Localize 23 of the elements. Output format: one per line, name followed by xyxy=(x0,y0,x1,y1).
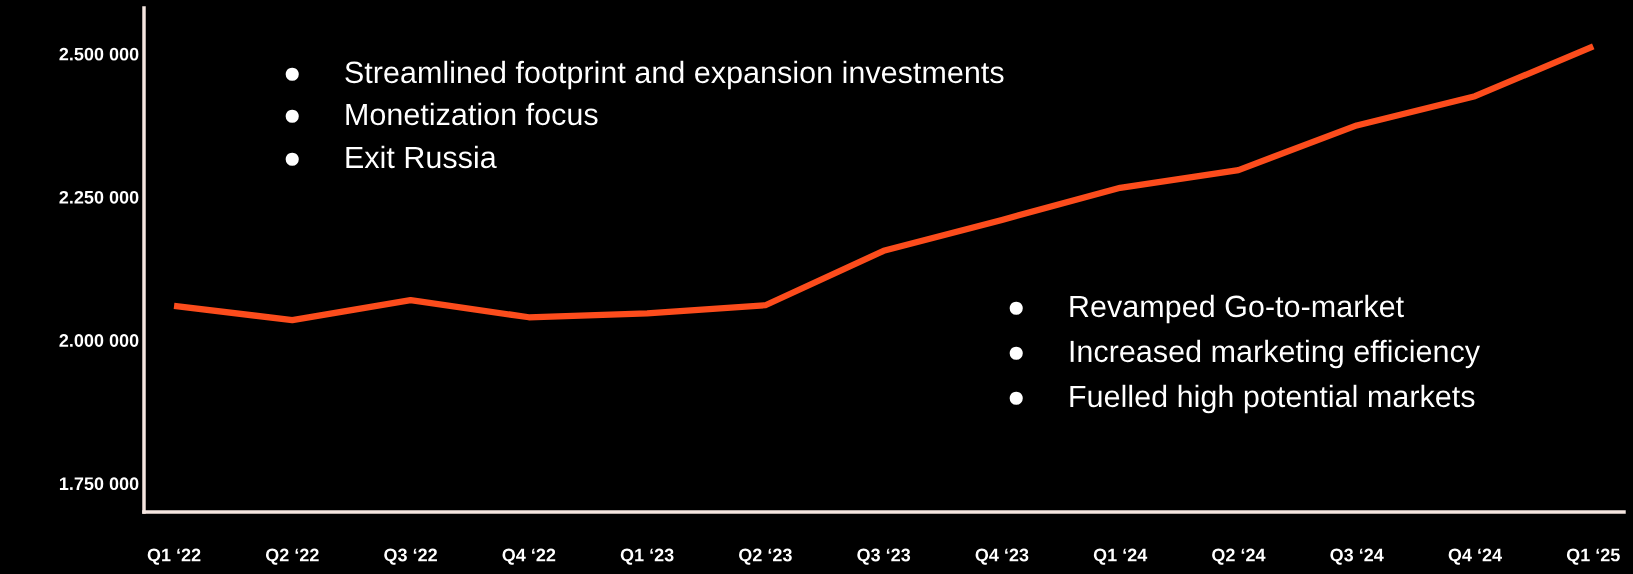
y-tick-label: 2.250 000 xyxy=(59,190,139,204)
x-tick-label: Q3 ‘24 xyxy=(1330,548,1384,565)
x-tick-label: Q4 ‘24 xyxy=(1448,548,1502,565)
x-tick-label: Q4 ‘22 xyxy=(502,548,556,565)
x-tick-label: Q3 ‘23 xyxy=(857,548,911,565)
x-tick-label: Q2 ‘24 xyxy=(1212,548,1266,565)
annotation: ● Fuelled high potential markets xyxy=(1009,384,1475,414)
y-tick-label: 1.750 000 xyxy=(59,477,139,491)
annotation: ● Revamped Go-to-market xyxy=(1009,294,1404,324)
annotation: ● Increased marketing efficiency xyxy=(1009,339,1480,369)
x-tick-label: Q1 ‘24 xyxy=(1093,548,1148,565)
x-tick-label: Q1 ‘25 xyxy=(1566,548,1620,565)
annotation: ● Exit Russia xyxy=(285,145,497,169)
x-tick-label: Q2 ‘22 xyxy=(265,548,319,565)
annotation: ● Streamlined footprint and expansion investments xyxy=(285,60,1004,90)
annotation: ● Monetization focus xyxy=(285,102,598,126)
y-tick-label: 2.500 000 xyxy=(59,47,139,61)
x-tick-label: Q1 ‘23 xyxy=(620,548,674,565)
x-tick-label: Q1 ‘22 xyxy=(147,548,201,565)
x-tick-label: Q2 ‘23 xyxy=(739,548,792,565)
y-tick-label: 2.000 000 xyxy=(59,334,139,347)
x-tick-label: Q3 ‘22 xyxy=(384,548,437,565)
x-tick-label: Q4 ‘23 xyxy=(975,548,1029,565)
